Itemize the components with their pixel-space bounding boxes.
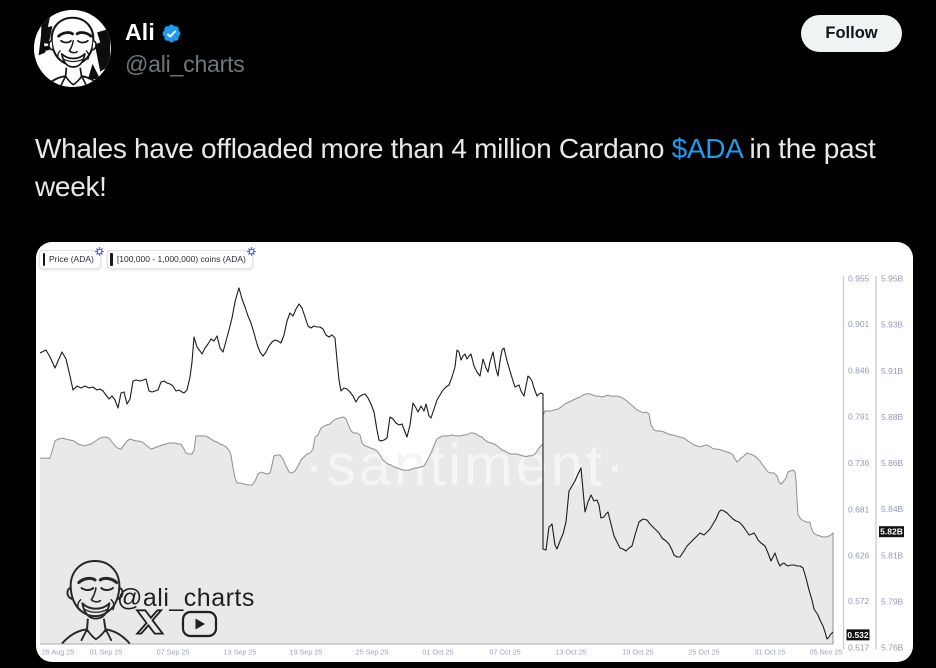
coins-area-outline — [40, 393, 834, 644]
supply-current-badge-label: 5.82B — [880, 527, 903, 537]
supply-tick-label: 5.91B — [881, 366, 904, 376]
ada-chart: ·santiment··santiment· 0.9550.9010.8460.… — [39, 274, 904, 657]
price-tick-label: 0.846 — [848, 365, 870, 375]
tweet-text-pre: Whales have offloaded more than 4 millio… — [35, 133, 672, 164]
date-tick-label: 07 Sep 25 — [157, 648, 190, 657]
tweet-text: Whales have offloaded more than 4 millio… — [35, 130, 915, 205]
price-line-series — [39, 287, 834, 640]
price-tick-label: 0.736 — [848, 458, 870, 468]
coins-area-series — [40, 393, 833, 644]
gear-icon[interactable] — [247, 247, 256, 256]
follow-button[interactable]: Follow — [801, 15, 902, 52]
price-tick-label: 0.626 — [848, 551, 870, 561]
legend-chip-coins[interactable]: [100,000 - 1,000,000) coins (ADA) — [106, 247, 256, 269]
date-tick-label: 13 Sep 25 — [224, 648, 257, 657]
date-tick-label: 26 Aug 25 — [42, 648, 74, 657]
supply-tick-label: 5.76B — [881, 643, 904, 653]
price-current-badge-label: 0.532 — [847, 630, 869, 640]
supply-tick-label: 5.84B — [881, 504, 904, 514]
price-tick-label: 0.791 — [848, 412, 870, 422]
price-tick-label: 0.955 — [848, 274, 870, 284]
price-tick-label: 0.681 — [848, 504, 870, 514]
y-axes — [842, 276, 877, 650]
x-logo-icon — [135, 609, 165, 635]
author-name-row: Ali — [125, 19, 182, 46]
tweet-text-post: in the past week! — [35, 133, 876, 202]
date-tick-label: 13 Oct 25 — [555, 648, 586, 657]
cashtag-ada-link[interactable]: $ADA — [671, 133, 743, 164]
supply-tick-label: 5.93B — [881, 320, 904, 330]
overlay-avatar-sketch — [61, 560, 131, 644]
legend-chip-coins-label: [100,000 - 1,000,000) coins (ADA) — [116, 254, 246, 264]
chart-card: ·santiment··santiment· 0.9550.9010.8460.… — [36, 242, 913, 662]
avatar[interactable] — [34, 10, 111, 87]
date-tick-label: 19 Oct 25 — [622, 648, 653, 657]
author-handle[interactable]: @ali_charts — [125, 51, 245, 77]
date-tick-label: 05 Nov 25 — [810, 648, 843, 657]
play-button-icon — [181, 610, 218, 638]
chart-branding-overlay: @ali_charts — [61, 560, 255, 644]
date-tick-label: 01 Oct 25 — [422, 648, 453, 657]
price-tick-label: 0.517 — [848, 643, 870, 653]
overlay-handle-text: @ali_charts — [117, 584, 255, 612]
supply-tick-label: 5.81B — [881, 550, 904, 560]
legend-chip-price[interactable]: Price (ADA) — [39, 247, 104, 269]
verified-badge-icon — [162, 24, 181, 43]
author-name[interactable]: Ali — [125, 19, 155, 45]
supply-tick-label: 5.88B — [881, 412, 904, 422]
supply-tick-label: 5.86B — [881, 458, 904, 468]
date-tick-label: 01 Sep 25 — [90, 648, 123, 657]
date-tick-label: 25 Sep 25 — [356, 648, 389, 657]
supply-tick-label: 5.79B — [881, 596, 904, 606]
date-tick-label: 31 Oct 25 — [754, 648, 785, 657]
legend-chip-price-label: Price (ADA) — [49, 254, 94, 264]
supply-tick-label: 5.95B — [881, 274, 904, 284]
date-tick-label: 19 Sep 25 — [290, 648, 323, 657]
price-tick-label: 0.572 — [848, 596, 870, 606]
avatar-face — [44, 16, 103, 87]
gear-icon[interactable] — [95, 247, 104, 256]
avatar-background-sketch — [38, 16, 111, 80]
santiment-watermark-ghost: ·santiment· — [304, 433, 627, 498]
date-tick-label: 25 Oct 25 — [688, 648, 719, 657]
supply-current-badge — [879, 526, 904, 538]
avatar-illustration — [34, 10, 111, 87]
price-tick-label: 0.901 — [848, 319, 870, 329]
price-current-badge — [846, 629, 870, 641]
chart-legend: Price (ADA) [100,000 - 1,000,000) coins … — [39, 247, 256, 269]
date-tick-label: 07 Oct 25 — [489, 648, 520, 657]
